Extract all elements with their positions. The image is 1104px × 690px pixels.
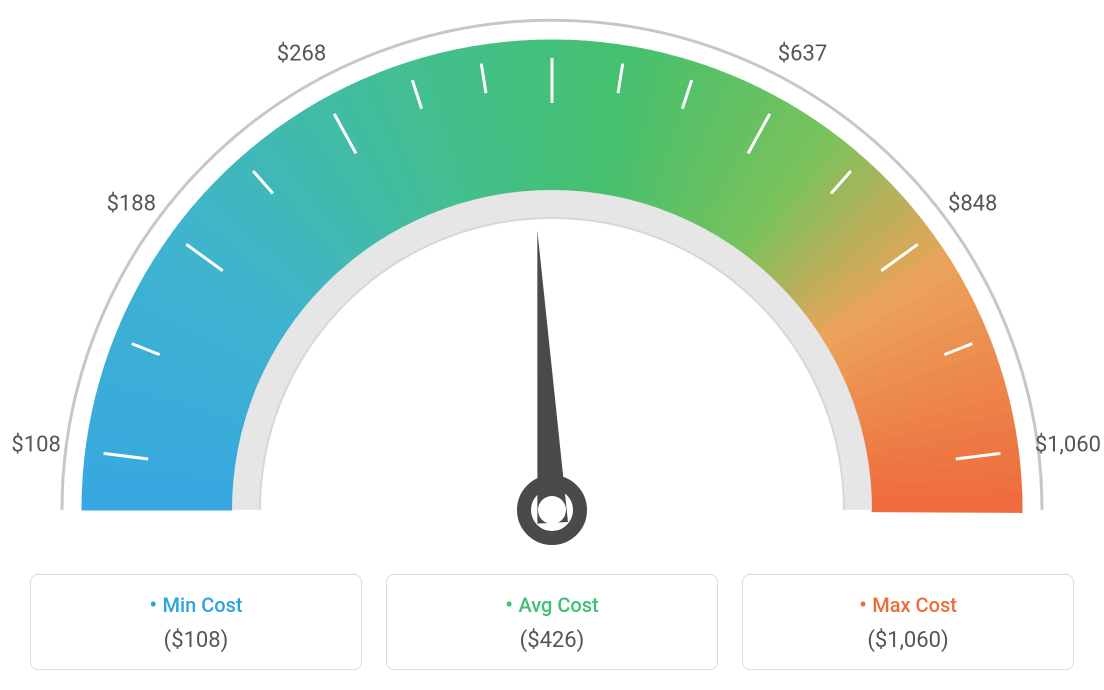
avg-cost-card: Avg Cost ($426) [386,574,718,670]
gauge-tick-label: $268 [277,42,326,67]
gauge-svg [0,0,1104,565]
gauge-tick-label: $848 [948,192,997,217]
avg-cost-title: Avg Cost [397,593,707,618]
gauge-area: $108 $188 $268 $426 $637 $848 $1,060 [0,0,1104,565]
avg-cost-value: ($426) [397,628,707,653]
min-cost-value: ($108) [41,628,351,653]
chart-container: $108 $188 $268 $426 $637 $848 $1,060 Min Cost … [0,0,1104,690]
max-cost-title: Max Cost [753,593,1063,618]
gauge-tick-label: $426 [527,0,576,3]
gauge-tick-label: $637 [778,42,827,67]
gauge-tick-label: $188 [107,192,156,217]
legend-row: Min Cost ($108) Avg Cost ($426) Max Cost… [30,574,1074,670]
max-cost-card: Max Cost ($1,060) [742,574,1074,670]
gauge-tick-label: $108 [11,432,60,457]
min-cost-title: Min Cost [41,593,351,618]
max-cost-value: ($1,060) [753,628,1063,653]
gauge-tick-label: $1,060 [1035,432,1101,457]
min-cost-card: Min Cost ($108) [30,574,362,670]
